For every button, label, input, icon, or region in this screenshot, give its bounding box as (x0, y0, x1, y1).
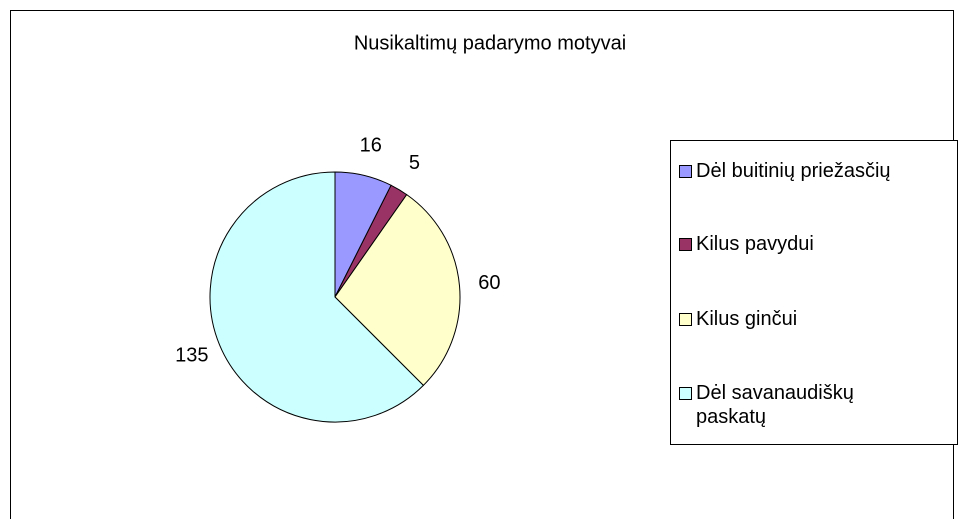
legend-swatch (679, 165, 692, 178)
legend-label: Dėl savanaudiškų paskatų (696, 382, 854, 428)
legend-swatch (679, 387, 692, 400)
data-label: 60 (478, 272, 500, 294)
legend-label: Dėl buitinių priežasčių (696, 160, 891, 182)
legend-item: Kilus pavydui (696, 233, 814, 255)
legend-swatch (679, 313, 692, 326)
pie-slice (334, 193, 461, 387)
legend-label: Kilus pavydui (696, 233, 814, 255)
legend-swatch (679, 238, 692, 251)
pie-slice (209, 171, 425, 423)
data-label: 16 (360, 134, 382, 156)
legend-item: Kilus ginčui (696, 308, 798, 330)
legend-label: Kilus ginčui (696, 308, 798, 330)
data-label: 5 (409, 152, 420, 174)
legend-box (670, 140, 958, 445)
chart-title: Nusikaltimų padarymo motyvai (354, 32, 626, 54)
legend-item: Dėl savanaudiškų paskatų (696, 382, 854, 428)
legend-item: Dėl buitinių priežasčių (696, 160, 891, 182)
data-label: 135 (175, 345, 208, 367)
